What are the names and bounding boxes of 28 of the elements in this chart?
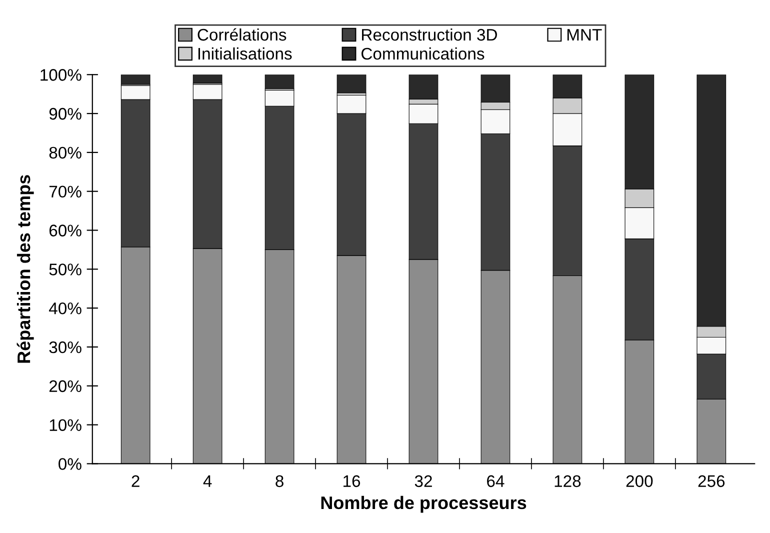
legend-label: Reconstruction 3D bbox=[362, 28, 497, 41]
y-tick-label: 60% bbox=[49, 224, 82, 236]
bar bbox=[336, 74, 366, 94]
y-tick-label: 10% bbox=[50, 419, 82, 432]
y-tick-label: 100% bbox=[40, 69, 82, 81]
x-tick-label: 256 bbox=[698, 475, 725, 488]
y-axis-title: Répartition des temps bbox=[16, 175, 34, 363]
y-tick-label: 90% bbox=[49, 108, 82, 120]
y-tick-label: 40% bbox=[49, 302, 82, 314]
legend-label: Initialisations bbox=[198, 47, 292, 60]
legend-label: Communications bbox=[362, 47, 484, 60]
x-tick-label: 2 bbox=[132, 475, 140, 487]
y-tick-label: 20% bbox=[49, 380, 82, 392]
x-axis-title: Nombre de processeurs bbox=[321, 496, 526, 513]
x-tick-label: 8 bbox=[276, 475, 284, 488]
y-tick-label: 70% bbox=[49, 186, 82, 198]
y-tick-label: 0% bbox=[58, 458, 82, 470]
x-tick-label: 4 bbox=[203, 475, 212, 487]
x-tick-label: 64 bbox=[487, 475, 504, 488]
x-tick-label: 16 bbox=[344, 475, 360, 488]
y-tick-label: 30% bbox=[49, 341, 82, 354]
y-tick-label: 80% bbox=[49, 146, 82, 159]
legend-label: Corrélations bbox=[198, 28, 286, 41]
x-tick-label: 200 bbox=[626, 475, 653, 488]
y-tick-label: 50% bbox=[49, 264, 82, 276]
legend-label: MNT bbox=[567, 29, 602, 41]
x-tick-label: 32 bbox=[414, 475, 432, 488]
x-tick-label: 128 bbox=[554, 475, 581, 488]
